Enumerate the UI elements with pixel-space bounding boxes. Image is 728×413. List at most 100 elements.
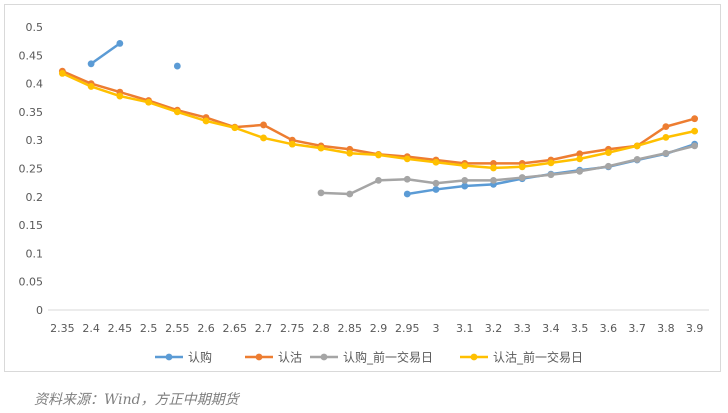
chart-frame: 0 0.05 0.1 0.15 0.2 0.25 0.3 0.35 0.4 0.45 0.5 2.3… [4,4,721,372]
x-tick-label: 3.1 [456,322,474,335]
data-point [87,60,95,68]
series-line [319,144,696,196]
x-tick-label: 2.95 [395,322,420,335]
x-tick-label: 2.65 [223,322,248,335]
data-point [662,123,670,131]
data-point [490,164,497,172]
legend-swatch-marker [320,353,328,361]
x-tick-label: 2.45 [108,322,133,335]
data-point [260,134,267,142]
source-note: 资料来源：Wind，方正中期期货 [34,392,239,408]
data-point [662,149,670,157]
data-point [490,176,497,184]
y-tick-label: 0.15 [19,219,44,232]
data-point [461,176,469,184]
y-tick-label: 0.35 [19,106,44,119]
data-point [461,182,469,190]
x-tick-label: 2.55 [165,322,190,335]
x-tick-label: 2.35 [50,322,75,335]
data-point [662,133,670,141]
data-point [346,190,354,198]
series-1 [87,40,699,198]
data-point [375,176,382,184]
data-point [605,162,612,170]
data-point [518,163,526,171]
data-point [691,142,699,150]
data-point [317,144,325,152]
data-point [432,186,440,193]
series-line [89,42,122,66]
data-point [116,92,124,100]
y-tick-label: 0.3 [26,134,44,147]
data-point [547,171,555,179]
x-tick-label: 3 [432,322,439,335]
data-point [288,140,296,148]
y-tick-label: 0.25 [19,163,44,176]
data-point [403,175,411,183]
data-point [461,162,469,170]
data-point [576,155,584,163]
x-axis-tick-labels: 2.35 2.4 2.45 2.5 2.55 2.6 2.65 2.7 2.75 2.8 2.85 2… [50,322,703,335]
x-tick-label: 2.6 [197,322,215,335]
data-point [346,149,354,157]
y-tick-label: 0.05 [19,276,44,289]
series-line [405,142,696,196]
legend-label: 认沽_前一交易日 [493,350,583,365]
data-point [58,70,66,77]
data-point [547,159,555,167]
y-tick-label: 0 [36,304,43,317]
data-point [691,127,699,135]
x-tick-label: 3.4 [542,322,560,335]
x-tick-label: 2.4 [82,322,100,335]
x-tick-label: 3.9 [686,322,704,335]
legend-swatch-marker [470,353,478,361]
data-point [432,158,440,166]
legend-label: 认购_前一交易日 [343,350,433,365]
y-tick-label: 0.45 [19,49,44,62]
data-point [691,115,699,123]
x-tick-label: 2.75 [280,322,305,335]
data-point [432,179,440,187]
series-4 [58,70,699,172]
series-layer [58,40,699,198]
data-point [518,174,526,181]
data-point [87,83,95,90]
x-tick-label: 3.6 [600,322,618,335]
data-point [403,190,411,198]
data-point [576,150,584,158]
data-point [317,189,325,197]
data-point [605,149,612,157]
data-point [375,151,382,159]
data-point [145,98,152,106]
data-point [403,155,411,163]
x-tick-label: 3.5 [571,322,589,335]
data-point [231,124,239,132]
x-tick-label: 3.3 [513,322,531,335]
legend-label: 认购 [188,350,212,365]
x-tick-label: 3.7 [628,322,646,335]
y-tick-label: 0.4 [26,78,44,91]
data-point [633,156,641,163]
x-tick-label: 2.85 [338,322,363,335]
data-point [116,40,124,47]
y-axis-tick-labels: 0 0.05 0.1 0.15 0.2 0.25 0.3 0.35 0.4 0.45 0.5 [19,21,44,317]
x-tick-label: 3.8 [657,322,675,335]
x-tick-label: 3.2 [485,322,503,335]
series-3 [317,142,699,198]
data-point [173,62,181,70]
data-point [173,108,181,116]
y-tick-label: 0.1 [26,247,44,260]
series-line [61,69,696,165]
data-point [576,167,584,175]
line-chart: 0 0.05 0.1 0.15 0.2 0.25 0.3 0.35 0.4 0.45 0.5 2.3… [19,21,709,365]
data-point [202,117,210,125]
data-point [633,142,641,150]
y-tick-label: 0.2 [26,191,44,204]
legend: 认购 认沽 认购_前一交易日 认沽_前一交易日 [155,350,583,365]
data-point [260,121,267,129]
legend-swatch-marker [165,353,173,361]
legend-swatch-marker [255,353,263,361]
x-tick-label: 2.7 [255,322,273,335]
x-tick-label: 2.8 [312,322,330,335]
x-tick-label: 2.9 [370,322,388,335]
